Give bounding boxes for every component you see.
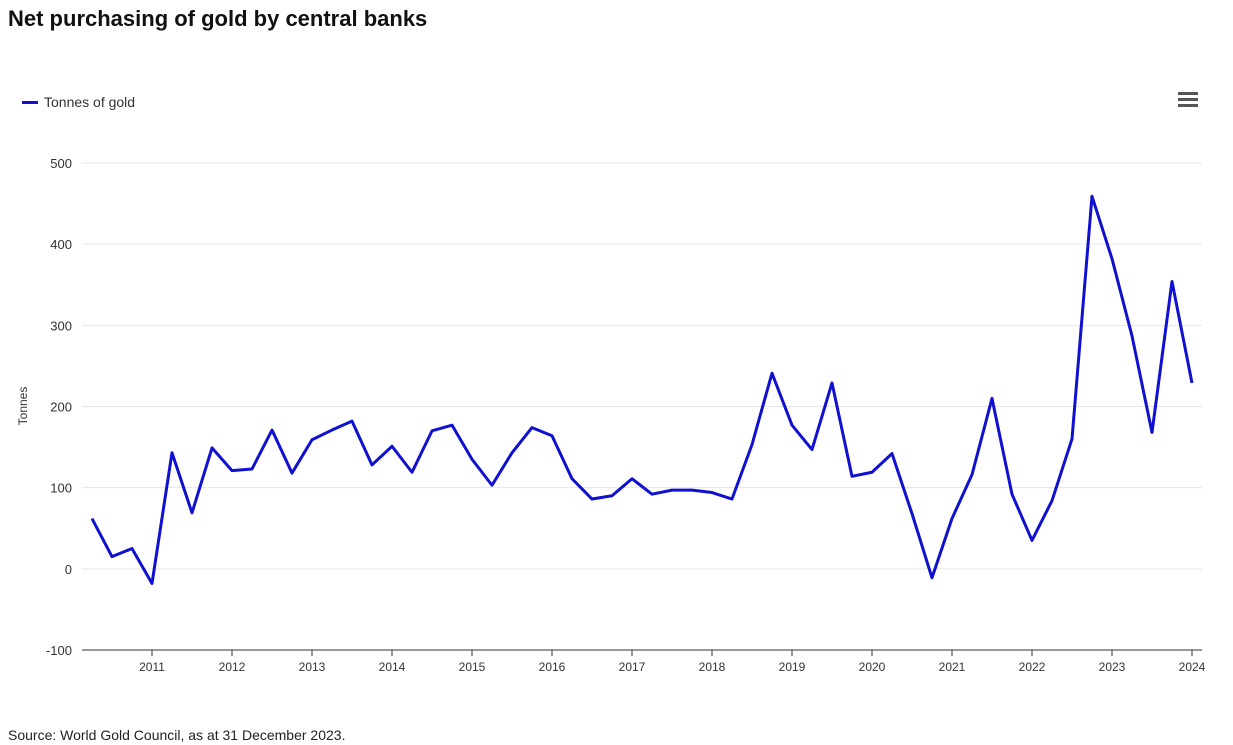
source-note: Source: World Gold Council, as at 31 Dec… [8,727,346,743]
x-tick-label: 2021 [939,660,966,674]
x-tick-label: 2022 [1019,660,1046,674]
x-tick-label: 2019 [779,660,806,674]
x-tick-label: 2016 [539,660,566,674]
y-axis-title: Tonnes [16,387,30,426]
y-tick-label: 400 [50,237,72,252]
x-tick-label: 2013 [299,660,326,674]
hamburger-menu-icon[interactable] [1178,92,1198,110]
series-line [90,194,1194,585]
x-tick-label: 2018 [699,660,726,674]
y-tick-label: -100 [46,643,72,658]
chart-title: Net purchasing of gold by central banks [8,6,428,31]
y-tick-label: 0 [65,562,72,577]
x-tick-label: 2017 [619,660,646,674]
legend-swatch [22,100,38,104]
legend-item[interactable]: Tonnes of gold [22,94,135,110]
legend-label: Tonnes of gold [44,94,136,110]
x-tick-label: 2015 [459,660,486,674]
x-tick-label: 2014 [379,660,406,674]
x-tick-label: 2024 [1179,660,1206,674]
y-tick-label: 300 [50,318,72,333]
y-tick-label: 200 [50,400,72,415]
y-tick-label: 500 [50,156,72,171]
x-tick-label: 2012 [219,660,246,674]
x-tick-label: 2023 [1099,660,1126,674]
x-tick-label: 2020 [859,660,886,674]
y-tick-label: 100 [50,481,72,496]
x-tick-label: 2011 [139,660,165,674]
